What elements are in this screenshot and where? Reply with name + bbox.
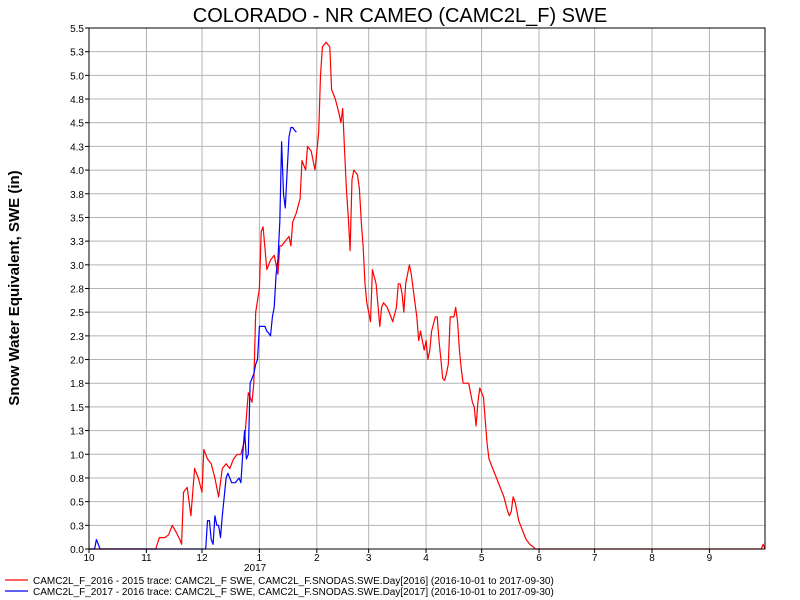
year-label: 2017 bbox=[244, 563, 267, 574]
y-tick-label: 0.5 bbox=[70, 498, 84, 509]
x-tick-label: 11 bbox=[141, 553, 152, 564]
x-tick-label: 9 bbox=[707, 553, 713, 564]
y-tick-label: 0.0 bbox=[70, 545, 84, 556]
y-tick-label: 0.3 bbox=[70, 521, 84, 532]
x-tick-label: 4 bbox=[423, 553, 429, 564]
legend-label-2: CAMC2L_F_2017 - 2016 trace: CAMC2L_F SWE… bbox=[33, 587, 554, 598]
y-tick-label: 5.5 bbox=[70, 24, 84, 35]
legend-label-1: CAMC2L_F_2016 - 2015 trace: CAMC2L_F SWE… bbox=[33, 576, 554, 587]
x-tick-label: 3 bbox=[366, 553, 372, 564]
x-tick-label: 7 bbox=[592, 553, 598, 564]
y-tick-label: 4.5 bbox=[70, 119, 84, 130]
y-tick-label: 3.8 bbox=[70, 190, 84, 201]
y-tick-label: 3.3 bbox=[70, 237, 84, 248]
chart-title: COLORADO - NR CAMEO (CAMC2L_F) SWE bbox=[193, 5, 607, 27]
y-tick-label: 0.8 bbox=[70, 474, 84, 485]
y-tick-label: 3.5 bbox=[70, 213, 84, 224]
y-tick-label: 2.8 bbox=[70, 285, 84, 296]
y-tick-label: 2.5 bbox=[70, 308, 84, 319]
y-tick-label: 1.3 bbox=[70, 427, 84, 438]
y-tick-label: 4.3 bbox=[70, 142, 84, 153]
y-tick-label: 4.0 bbox=[70, 166, 84, 177]
y-tick-label: 4.8 bbox=[70, 95, 84, 106]
x-tick-label: 12 bbox=[196, 553, 208, 564]
series-line-1 bbox=[89, 41, 766, 550]
x-ticks: 10 11 12 1 2 3 4 5 6 7 8 9 bbox=[83, 549, 713, 564]
y-tick-label: 5.3 bbox=[70, 48, 84, 59]
y-tick-label: 1.0 bbox=[70, 450, 84, 461]
series-layer bbox=[89, 41, 766, 550]
y-tick-label: 1.8 bbox=[70, 379, 84, 390]
series-line-2 bbox=[89, 126, 297, 550]
x-tick-label: 2 bbox=[314, 553, 320, 564]
x-tick-label: 8 bbox=[649, 553, 655, 564]
y-tick-label: 2.3 bbox=[70, 332, 84, 343]
y-tick-label: 5.0 bbox=[70, 71, 84, 82]
y-ticks: 0.0 0.3 0.5 0.8 1.0 1.3 1.5 1.8 2.0 2.3 2.5 2.8 3.0 3… bbox=[70, 24, 89, 556]
legend: CAMC2L_F_2016 - 2015 trace: CAMC2L_F SWE… bbox=[5, 576, 554, 598]
y-tick-label: 1.5 bbox=[70, 403, 84, 414]
x-tick-label: 5 bbox=[479, 553, 485, 564]
x-tick-label: 6 bbox=[536, 553, 542, 564]
grid bbox=[89, 28, 765, 549]
y-tick-label: 2.0 bbox=[70, 356, 84, 367]
x-tick-label: 10 bbox=[83, 553, 95, 564]
x-tick-label: 1 bbox=[257, 553, 263, 564]
y-axis-label: Snow Water Equivalent, SWE (in) bbox=[6, 170, 23, 405]
y-tick-label: 3.0 bbox=[70, 261, 84, 272]
